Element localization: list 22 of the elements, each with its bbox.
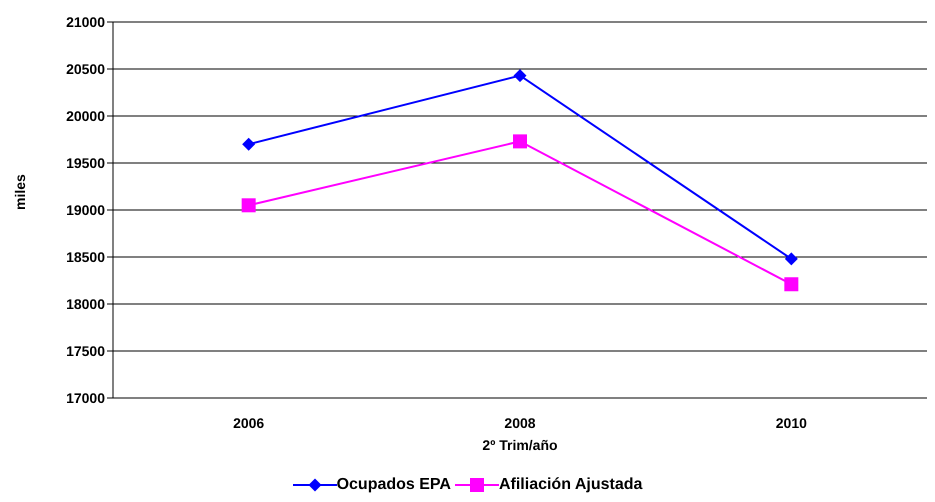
point <box>784 252 798 266</box>
y-tick-label: 20500 <box>66 60 106 77</box>
x-axis-title: 2º Trim/año <box>482 437 558 453</box>
y-tick-label: 18000 <box>66 296 106 312</box>
point <box>242 198 256 212</box>
y-tick-label: 17500 <box>66 342 106 359</box>
y-tick-label: 17000 <box>66 390 106 406</box>
y-axis-title: miles <box>12 174 28 210</box>
y-tick-label: 20000 <box>66 108 106 124</box>
x-tick-label: 2010 <box>776 414 808 431</box>
x-tick-label: 2008 <box>504 414 536 431</box>
y-tick-label: 19500 <box>66 154 106 171</box>
y-tick-label: 19000 <box>66 202 106 218</box>
point <box>514 69 526 82</box>
legend-label: Ocupados EPA <box>336 476 451 494</box>
point <box>513 134 527 148</box>
y-tick-label: 21000 <box>66 14 106 30</box>
point <box>242 138 256 151</box>
legend-label: Afiliación Ajustada <box>498 476 642 494</box>
point <box>784 277 798 292</box>
y-tick-label: 18500 <box>66 248 106 265</box>
x-tick-label: 2006 <box>233 414 264 431</box>
